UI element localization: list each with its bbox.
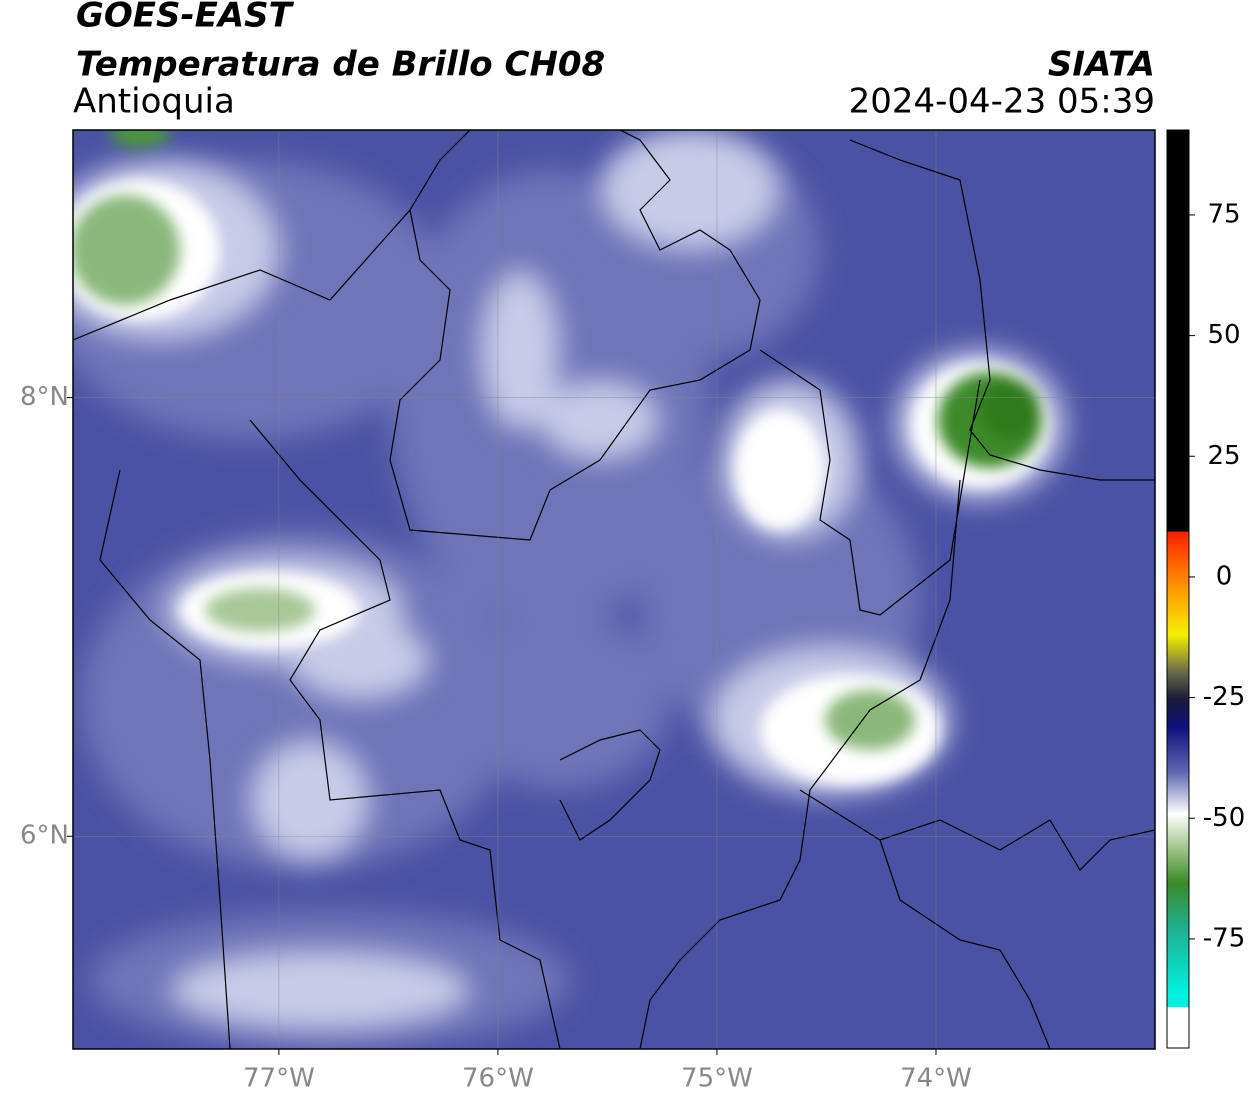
colorbar-tick-label: -75 [1203,923,1245,953]
colorbar [1166,129,1190,1049]
map-title: Temperatura de Brillo CH08 [76,45,605,85]
colorbar-tick-label: 50 [1207,320,1240,350]
map-frame [72,129,1156,1050]
colorbar-tick-label: 0 [1216,561,1233,591]
colorbar-tick-label: -25 [1203,682,1245,712]
x-tick-label: 75°W [681,1064,753,1094]
y-tick-label: 6°N [20,821,69,851]
colorbar-tick-label: -50 [1203,803,1245,833]
borders [73,130,1155,1049]
satellite-name: GOES-EAST [76,0,295,36]
satellite-image [73,130,1155,1049]
source-name: SIATA [1048,45,1155,85]
x-tick-label: 76°W [462,1064,534,1094]
region-name: Antioquia [73,82,235,122]
timestamp: 2024-04-23 05:39 [849,82,1155,122]
x-tick-label: 77°W [243,1064,315,1094]
colorbar-tick-label: 75 [1207,199,1240,229]
colorbar-tick-label: 25 [1207,441,1240,471]
x-tick-label: 74°W [900,1064,972,1094]
y-tick-label: 8°N [20,382,69,412]
